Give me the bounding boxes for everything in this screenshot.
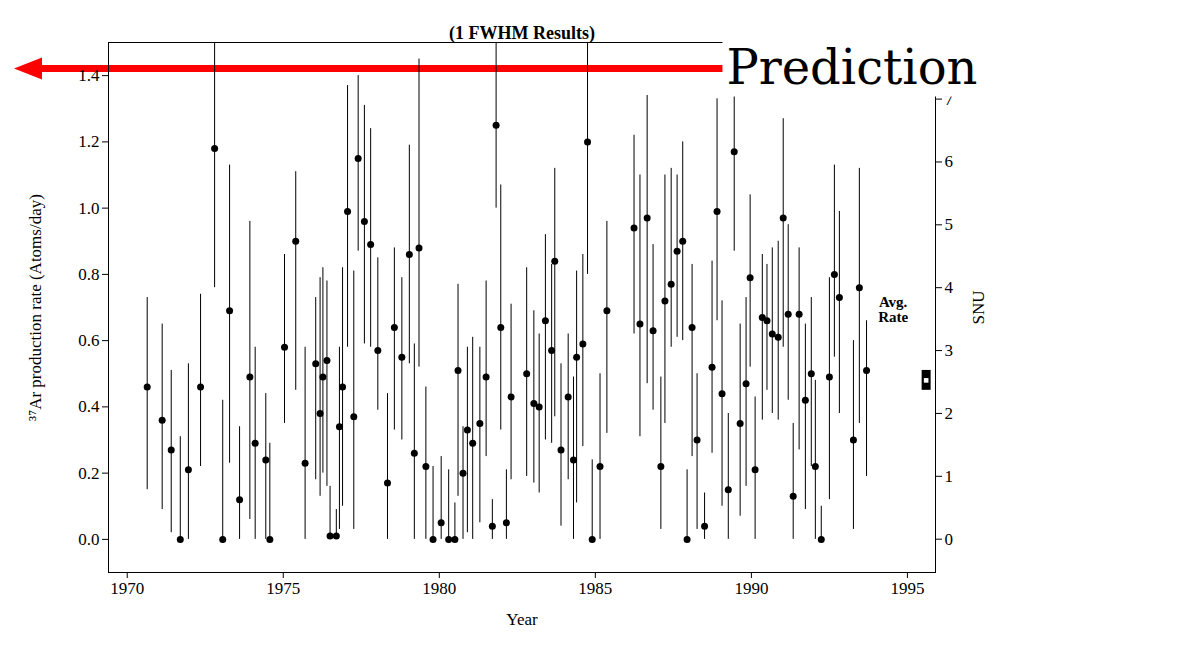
svg-text:Prediction: Prediction (726, 39, 977, 95)
svg-text:2: 2 (945, 404, 954, 423)
svg-text:1990: 1990 (734, 579, 768, 598)
svg-text:6: 6 (945, 152, 954, 171)
svg-text:7: 7 (944, 89, 953, 109)
svg-text:4: 4 (945, 278, 954, 297)
svg-text:0.8: 0.8 (78, 265, 99, 284)
svg-text:Avg.Rate: Avg.Rate (878, 294, 908, 325)
svg-text:0.2: 0.2 (78, 464, 99, 483)
svg-text:1.0: 1.0 (78, 199, 99, 218)
svg-text:3: 3 (945, 341, 954, 360)
svg-text:³⁷Ar production rate (Atoms/da: ³⁷Ar production rate (Atoms/day) (26, 194, 45, 421)
svg-text:1975: 1975 (266, 579, 300, 598)
svg-text:0.6: 0.6 (78, 331, 99, 350)
svg-text:(1 FWHM Results): (1 FWHM Results) (449, 23, 595, 44)
svg-text:1.4: 1.4 (78, 66, 100, 85)
svg-text:1995: 1995 (890, 579, 924, 598)
svg-text:5: 5 (945, 215, 954, 234)
svg-text:1: 1 (945, 467, 954, 486)
svg-text:0.0: 0.0 (78, 530, 99, 549)
svg-text:Year: Year (506, 610, 538, 629)
svg-text:1985: 1985 (578, 579, 612, 598)
svg-text:1970: 1970 (110, 579, 144, 598)
svg-text:0.4: 0.4 (78, 397, 100, 416)
svg-text:1.2: 1.2 (78, 132, 99, 151)
svg-text:SNU: SNU (969, 290, 988, 324)
svg-text:1980: 1980 (422, 579, 456, 598)
svg-text:0: 0 (945, 530, 954, 549)
